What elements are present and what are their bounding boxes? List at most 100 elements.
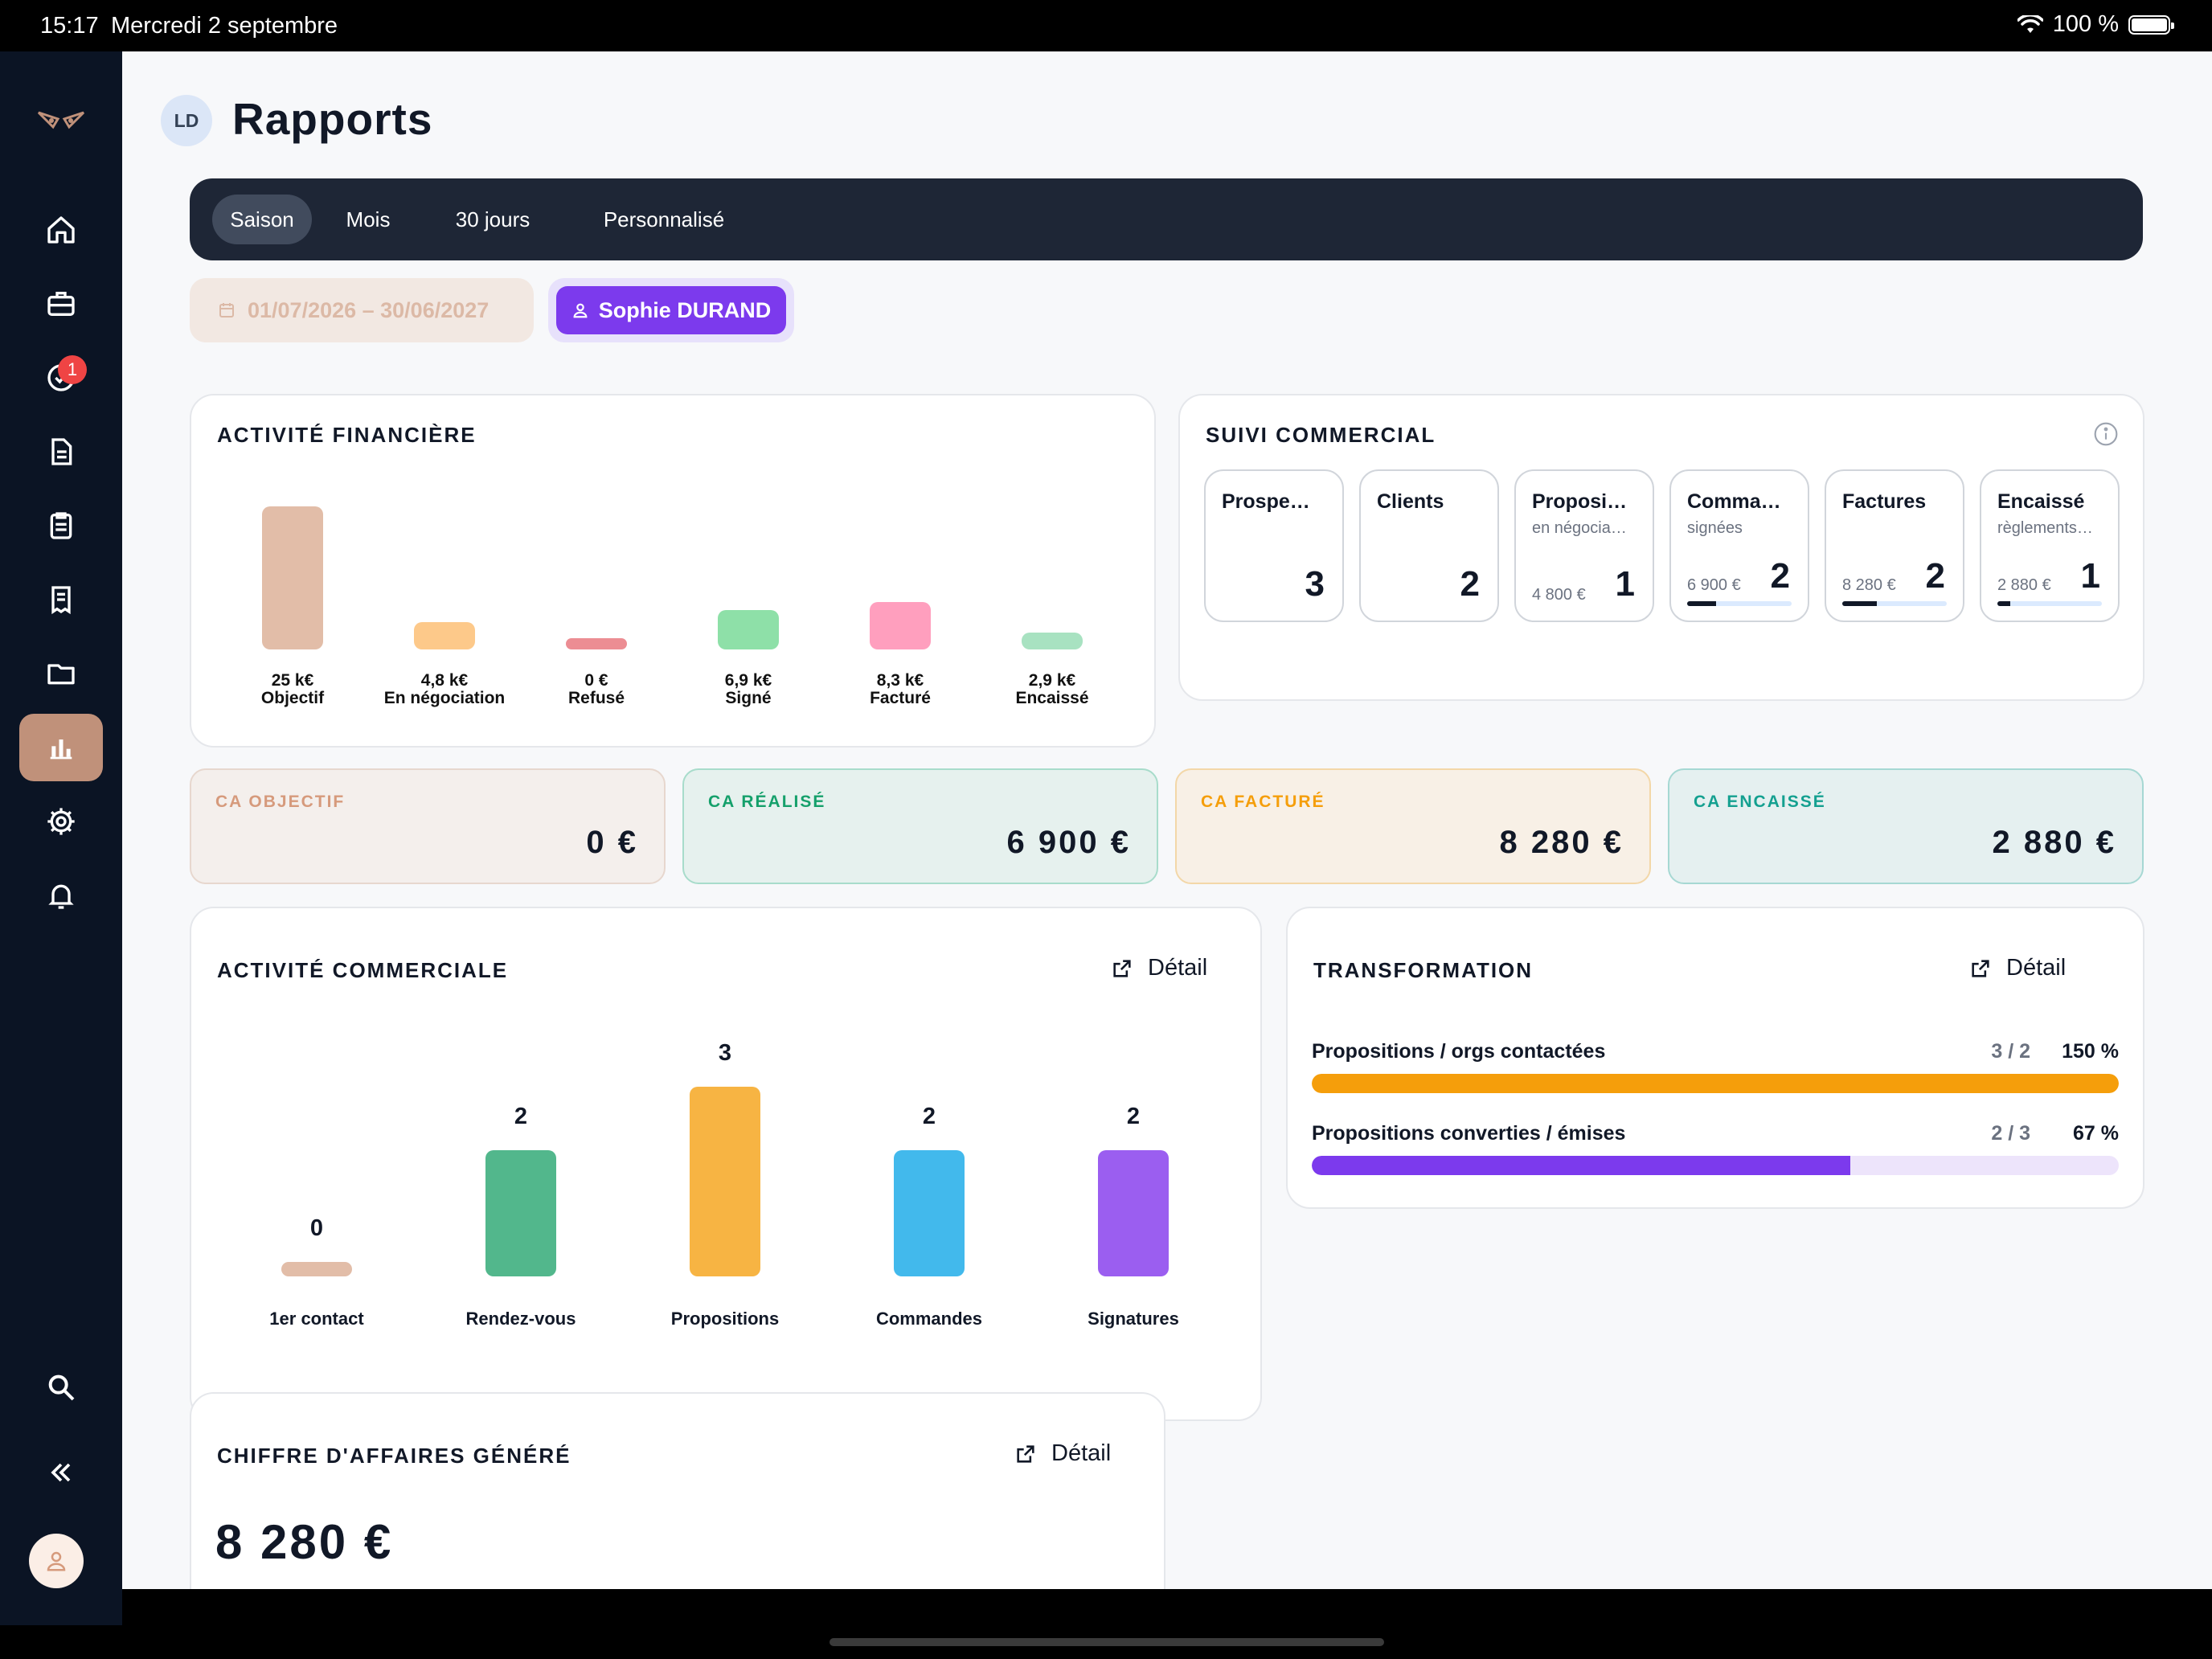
user-filter-label: Sophie DURAND	[598, 297, 772, 322]
transformation-progress-fill	[1312, 1074, 2119, 1093]
kpi-card: CA RÉALISÉ 6 900 €	[682, 768, 1158, 884]
financial-bar	[1022, 633, 1083, 649]
user-initials-avatar[interactable]: LD	[161, 95, 212, 146]
ca-genere-detail-label: Détail	[1051, 1440, 1112, 1466]
sidebar-item-notifications[interactable]	[19, 862, 103, 929]
kpi-label: CA RÉALISÉ	[708, 793, 826, 811]
info-icon[interactable]	[2093, 421, 2119, 447]
sidebar-item-reports[interactable]	[19, 714, 103, 781]
transformation-row-percent: 150 %	[2062, 1040, 2119, 1063]
main-content: LD Rapports Saison Mois 30 jours Personn…	[122, 51, 2212, 1589]
external-link-icon	[1113, 959, 1131, 977]
sidebar: 1	[0, 51, 122, 1625]
ca-genere-card: CHIFFRE D'AFFAIRES GÉNÉRÉ Détail 8 280 €	[190, 1392, 1165, 1589]
ca-genere-value: 8 280 €	[215, 1515, 394, 1569]
bar-chart-icon	[50, 739, 72, 760]
date-range-filter[interactable]: 01/07/2026 – 30/06/2027	[190, 278, 534, 342]
sidebar-item-briefcase[interactable]	[19, 270, 103, 338]
sidebar-item-clipboard[interactable]	[19, 492, 103, 559]
suivi-card-sub: règlements…	[1997, 519, 2093, 537]
suivi-card-progress	[1687, 601, 1792, 606]
sidebar-item-search[interactable]	[19, 1354, 103, 1421]
home-icon	[47, 216, 75, 244]
suivi-card-count: 1	[1615, 564, 1635, 604]
home-indicator[interactable]	[830, 1638, 1384, 1646]
document-icon	[51, 438, 72, 465]
ca-genere-title: CHIFFRE D'AFFAIRES GÉNÉRÉ	[217, 1444, 571, 1468]
financial-value-label: 4,8 k€	[420, 671, 469, 690]
sidebar-collapse-button[interactable]	[19, 1439, 103, 1506]
suivi-card-name: Proposi…	[1532, 490, 1628, 513]
clipboard-icon	[50, 512, 72, 539]
financial-activity-title: ACTIVITÉ FINANCIÈRE	[217, 423, 477, 447]
battery-icon	[2128, 14, 2174, 35]
suivi-card-progress-fill	[1842, 601, 1877, 606]
suivi-card-name: Comma…	[1687, 490, 1781, 513]
suivi-card[interactable]: Clients 2	[1359, 469, 1499, 622]
suivi-card-name: Clients	[1377, 490, 1444, 513]
tab-30-jours[interactable]: 30 jours	[455, 207, 530, 231]
user-avatar-button[interactable]	[29, 1534, 84, 1588]
user-icon	[573, 303, 588, 318]
user-filter-button[interactable]: Sophie DURAND	[556, 286, 786, 334]
financial-bar	[262, 506, 323, 649]
financial-bar-label: 0 € Refusé	[528, 672, 665, 707]
sidebar-item-documents[interactable]	[19, 418, 103, 485]
commercial-bar	[690, 1087, 760, 1276]
commercial-bar	[281, 1262, 352, 1276]
kpi-value: 6 900 €	[1006, 825, 1131, 860]
commercial-bar-label: Signatures	[1088, 1309, 1179, 1329]
kpi-card: CA OBJECTIF 0 €	[190, 768, 666, 884]
suivi-card-amount: 2 880 €	[1997, 576, 2051, 594]
kpi-label: CA ENCAISSÉ	[1694, 793, 1826, 811]
suivi-card-count: 1	[2080, 556, 2100, 596]
tab-mois[interactable]: Mois	[346, 207, 391, 231]
commercial-bar-value: 2	[1126, 1103, 1141, 1129]
suivi-card[interactable]: Factures 8 280 € 2	[1825, 469, 1964, 622]
kpi-label: CA FACTURÉ	[1201, 793, 1325, 811]
commercial-bar-label: Commandes	[875, 1309, 983, 1329]
sidebar-item-settings[interactable]	[19, 788, 103, 855]
sidebar-item-home[interactable]	[19, 196, 103, 264]
suivi-card[interactable]: Proposi… en négocia… 4 800 € 1	[1514, 469, 1654, 622]
owl-logo-icon[interactable]	[35, 108, 87, 136]
financial-bar	[718, 609, 779, 649]
transformation-row-ratio: 3 / 2	[1991, 1040, 2030, 1063]
transformation-row-label: Propositions converties / émises	[1312, 1122, 1626, 1145]
financial-bar-label: 6,9 k€ Signé	[680, 672, 817, 707]
kpi-label: CA OBJECTIF	[215, 793, 346, 811]
commercial-bar	[894, 1149, 965, 1276]
sidebar-item-tasks[interactable]: 1	[19, 344, 103, 412]
battery-percent: 100 %	[2052, 11, 2119, 37]
suivi-card[interactable]: Encaissé règlements… 2 880 € 1	[1980, 469, 2120, 622]
commercial-detail-label: Détail	[1148, 955, 1208, 981]
financial-category-label: Encaissé	[1015, 689, 1089, 707]
transformation-progress-track	[1312, 1074, 2119, 1093]
suivi-card-progress-fill	[1687, 601, 1717, 606]
suivi-card-amount: 4 800 €	[1532, 586, 1586, 604]
sidebar-item-folders[interactable]	[19, 640, 103, 707]
tab-saison[interactable]: Saison	[212, 195, 312, 244]
suivi-card[interactable]: Prospe… 3	[1204, 469, 1344, 622]
gear-icon	[47, 808, 75, 835]
commercial-activity-title: ACTIVITÉ COMMERCIALE	[217, 958, 509, 982]
commercial-bar-value: 3	[718, 1040, 732, 1066]
collapse-icon	[51, 1463, 71, 1482]
suivi-card-sub: en négocia…	[1532, 519, 1627, 537]
suivi-card[interactable]: Comma… signées 6 900 € 2	[1669, 469, 1809, 622]
transformation-title: TRANSFORMATION	[1313, 958, 1534, 982]
financial-category-label: Objectif	[260, 689, 325, 707]
status-time: 15:17	[40, 13, 99, 39]
tab-personnalise[interactable]: Personnalisé	[603, 207, 725, 231]
kpi-card: CA FACTURÉ 8 280 €	[1175, 768, 1651, 884]
financial-value-label: 0 €	[584, 671, 608, 690]
suivi-card-amount: 6 900 €	[1687, 576, 1741, 594]
calendar-icon	[219, 303, 234, 317]
commercial-detail-button[interactable]: Détail	[1111, 955, 1207, 981]
ca-genere-detail-button[interactable]: Détail	[1014, 1440, 1111, 1467]
commercial-bar	[485, 1149, 556, 1276]
sidebar-item-invoices[interactable]	[19, 566, 103, 633]
transformation-detail-button[interactable]: Détail	[1969, 955, 2066, 981]
kpi-value: 2 880 €	[1992, 825, 2116, 860]
transformation-row-ratio: 2 / 3	[1991, 1122, 2030, 1145]
